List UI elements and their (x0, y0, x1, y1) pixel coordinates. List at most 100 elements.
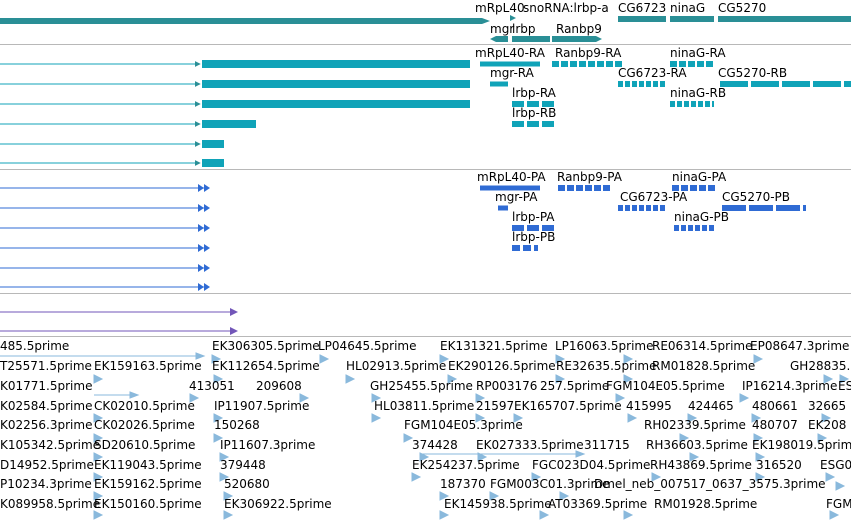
est-label[interactable]: EK290126.5prime (448, 359, 556, 373)
est-label[interactable]: 485.5prime (0, 339, 69, 353)
rna-label[interactable]: ninaG-RA (670, 46, 726, 60)
est-label[interactable]: 32665 (808, 399, 846, 413)
rna-label[interactable]: mgr-RA (490, 66, 535, 80)
est-label[interactable]: EK208 (808, 418, 846, 432)
est-label[interactable]: 150268 (214, 418, 260, 432)
est-label[interactable]: EP08647.3prime (750, 339, 849, 353)
est-label[interactable]: 480707 (752, 418, 798, 432)
gene-label-snorna-lrbp-a[interactable]: snoRNA:lrbp-a (523, 1, 609, 15)
protein-label[interactable]: mgr-PA (495, 190, 538, 204)
est-label[interactable]: EK150160.5prime (94, 497, 202, 511)
gene-label-lrbp[interactable]: lrbp (512, 22, 536, 36)
protein-label[interactable]: ninaG-PB (674, 210, 729, 224)
est-label[interactable]: 187370 (440, 477, 486, 491)
gene-label-ranbp9[interactable]: Ranbp9 (556, 22, 602, 36)
est-label[interactable]: CK02026.5prime (94, 418, 195, 432)
est-label[interactable]: FGM003C01.3prime (490, 477, 610, 491)
est-label[interactable]: GH25455.5prime (370, 379, 473, 393)
gene-feature-cg5270[interactable] (718, 16, 851, 22)
protein-label[interactable]: lrbp-PB (512, 230, 555, 244)
protein-label[interactable]: CG5270-PB (722, 190, 790, 204)
est-label[interactable]: 311715 (584, 438, 630, 452)
est-label[interactable]: EK306305.5prime (212, 339, 320, 353)
gene-feature-mrpl40[interactable] (0, 18, 490, 24)
est-label[interactable]: EK306922.5prime (224, 497, 332, 511)
est-label[interactable]: T25571.5prime (0, 359, 92, 373)
est-label[interactable]: EK027333.5prime (476, 438, 584, 452)
rna-label[interactable]: lrbp-RA (512, 86, 557, 100)
gene-feature-snorna[interactable] (510, 15, 516, 21)
est-label[interactable]: 520680 (224, 477, 270, 491)
protein-label[interactable]: mRpL40-PA (477, 170, 546, 184)
est-label[interactable]: SD20610.5prime (94, 438, 195, 452)
est-label[interactable]: 424465 (688, 399, 734, 413)
est-label[interactable]: RE06314.5prime (652, 339, 753, 353)
est-label[interactable]: 413051 (189, 379, 235, 393)
est-label[interactable]: RH43869.5prime (650, 458, 752, 472)
rna-label[interactable]: CG5270-RB (718, 66, 787, 80)
est-label[interactable]: EK159163.5prime (94, 359, 202, 373)
est-label[interactable]: 257.5prime (540, 379, 609, 393)
est-label[interactable]: CK02010.5prime (94, 399, 195, 413)
est-label[interactable]: IP11607.3prime (220, 438, 315, 452)
est-label[interactable]: ESG0 (820, 458, 851, 472)
rna-label[interactable]: lrbp-RB (512, 106, 556, 120)
est-label[interactable]: ES (838, 379, 851, 393)
est-label[interactable]: EK165707.5prime (514, 399, 622, 413)
gene-label-cg5270[interactable]: CG5270 (718, 1, 766, 15)
est-label[interactable]: K105342.5prime (0, 438, 100, 452)
est-label[interactable]: FGC023D04.5prime (532, 458, 650, 472)
est-label[interactable]: RH02339.5prime (644, 418, 746, 432)
est-label[interactable]: LP16063.5prime (555, 339, 654, 353)
gene-feature-cg6723[interactable] (618, 16, 666, 22)
est-label[interactable]: K01771.5prime (0, 379, 92, 393)
gene-feature-mgr[interactable] (490, 36, 508, 42)
rna-label[interactable]: ninaG-RB (670, 86, 726, 100)
est-label[interactable]: FGM104E05.5prime (606, 379, 725, 393)
est-label[interactable]: EK112654.5prime (212, 359, 320, 373)
est-label[interactable]: AT03369.5prime (548, 497, 647, 511)
est-label[interactable]: IP16214.3prime (742, 379, 837, 393)
gene-feature-lrbp[interactable] (512, 36, 550, 42)
est-label[interactable]: D14952.5prime (0, 458, 94, 472)
est-label[interactable]: 21597 (476, 399, 514, 413)
est-label[interactable]: HL02913.5prime (346, 359, 446, 373)
est-label[interactable]: EK145938.5prime (444, 497, 552, 511)
gene-label-ninag[interactable]: ninaG (670, 1, 705, 15)
est-label[interactable]: FGM104E05.3prime (404, 418, 523, 432)
est-label[interactable]: LP04645.5prime (318, 339, 417, 353)
est-label[interactable]: EK119043.5prime (94, 458, 202, 472)
est-label[interactable]: K089958.5prime (0, 497, 100, 511)
est-label[interactable]: RE32635.5prime (556, 359, 657, 373)
est-label[interactable]: FGM (826, 497, 851, 511)
est-label[interactable]: EK198019.5prime (752, 438, 851, 452)
est-label[interactable]: EK254237.5prime (412, 458, 520, 472)
protein-label[interactable]: lrbp-PA (512, 210, 555, 224)
est-label[interactable]: RP003176 (476, 379, 537, 393)
est-label[interactable]: P10234.3prime (0, 477, 92, 491)
protein-label[interactable]: CG6723-PA (620, 190, 688, 204)
gene-label-cg6723[interactable]: CG6723 (618, 1, 666, 15)
rna-label[interactable]: mRpL40-RA (475, 46, 546, 60)
est-label[interactable]: IP11907.5prime (214, 399, 309, 413)
gene-feature-ninag[interactable] (670, 16, 714, 22)
gene-feature-ranbp9[interactable] (552, 36, 602, 42)
gene-label-mgr[interactable]: mgr (490, 22, 514, 36)
est-label[interactable]: Dmel_neb_007517_0637_3575.3prime (594, 477, 826, 491)
feature-arrow-icon[interactable] (230, 327, 238, 335)
est-label[interactable]: 379448 (220, 458, 266, 472)
rna-label[interactable]: CG6723-RA (618, 66, 687, 80)
est-label[interactable]: EK131321.5prime (440, 339, 548, 353)
est-label[interactable]: 415995 (626, 399, 672, 413)
est-label[interactable]: 374428 (412, 438, 458, 452)
feature-arrow-icon[interactable] (230, 308, 238, 316)
rna-label[interactable]: Ranbp9-RA (555, 46, 622, 60)
est-label[interactable]: HL03811.5prime (374, 399, 474, 413)
est-label[interactable]: 209608 (256, 379, 302, 393)
est-label[interactable]: RM01828.5prime (652, 359, 755, 373)
est-label[interactable]: RH36603.5prime (646, 438, 748, 452)
gene-label-mrpl40[interactable]: mRpL40 (475, 1, 525, 15)
est-label[interactable]: GH28835. (790, 359, 850, 373)
protein-label[interactable]: ninaG-PA (672, 170, 727, 184)
protein-label[interactable]: Ranbp9-PA (557, 170, 623, 184)
